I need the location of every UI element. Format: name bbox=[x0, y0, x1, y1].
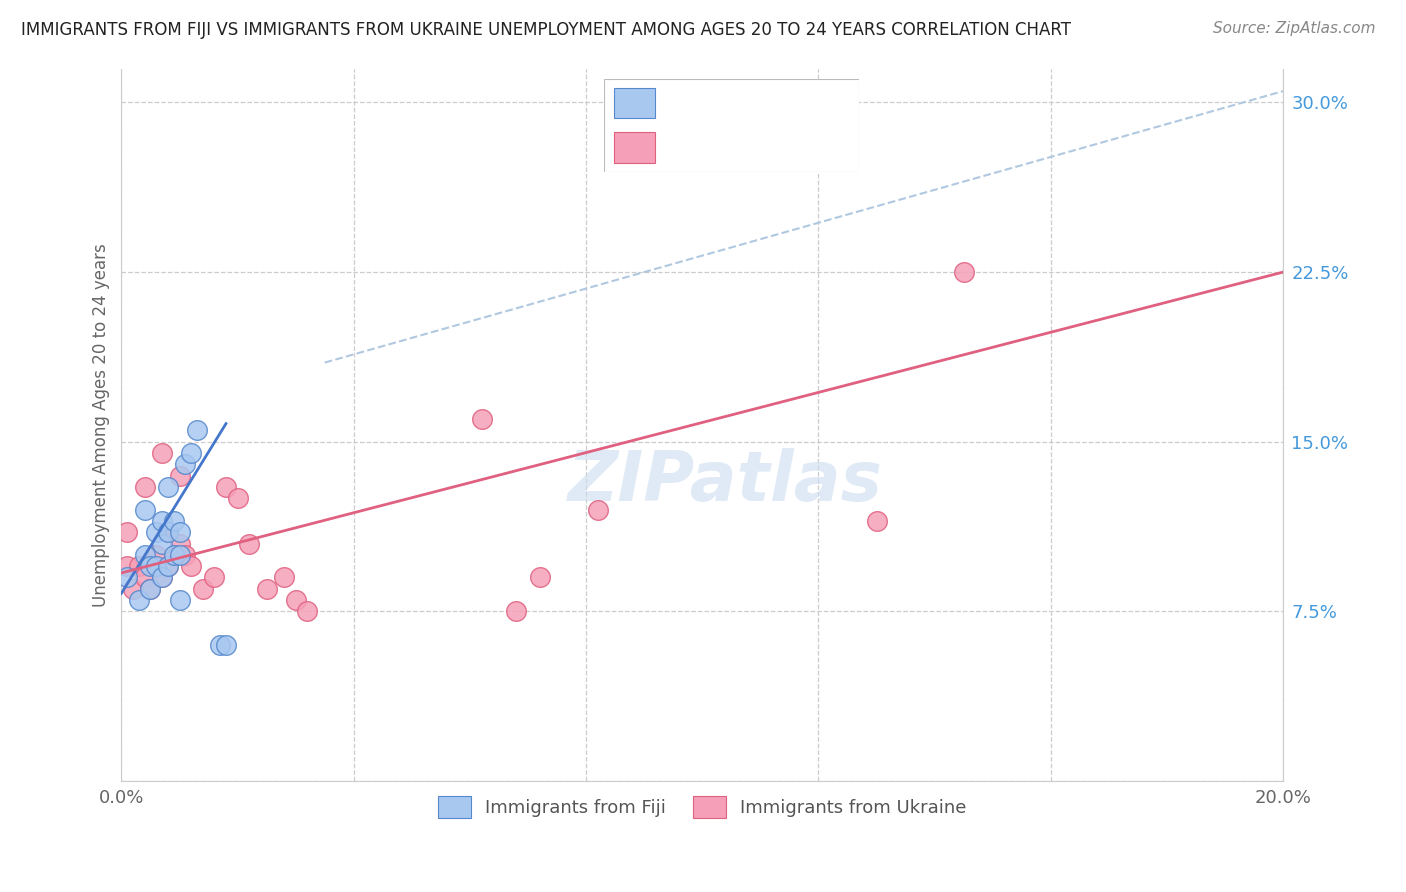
Point bbox=[156, 525, 179, 540]
Point bbox=[163, 514, 186, 528]
Point bbox=[169, 548, 191, 562]
Point bbox=[156, 559, 179, 574]
Point bbox=[952, 265, 974, 279]
Point bbox=[163, 548, 186, 562]
Point bbox=[180, 559, 202, 574]
Point bbox=[156, 525, 179, 540]
Text: IMMIGRANTS FROM FIJI VS IMMIGRANTS FROM UKRAINE UNEMPLOYMENT AMONG AGES 20 TO 24: IMMIGRANTS FROM FIJI VS IMMIGRANTS FROM … bbox=[21, 21, 1071, 38]
Point bbox=[186, 424, 208, 438]
Point bbox=[150, 536, 173, 550]
Point bbox=[284, 593, 307, 607]
Point bbox=[150, 446, 173, 460]
Point bbox=[169, 593, 191, 607]
Point bbox=[117, 570, 139, 584]
Point bbox=[529, 570, 551, 584]
Point bbox=[150, 570, 173, 584]
Point bbox=[169, 468, 191, 483]
Point bbox=[256, 582, 278, 596]
Point bbox=[163, 548, 186, 562]
Point bbox=[156, 480, 179, 494]
Point bbox=[471, 412, 494, 426]
Point bbox=[122, 582, 145, 596]
Text: ZIPatlas: ZIPatlas bbox=[568, 449, 883, 516]
Point bbox=[117, 559, 139, 574]
Legend: Immigrants from Fiji, Immigrants from Ukraine: Immigrants from Fiji, Immigrants from Uk… bbox=[432, 789, 973, 825]
Point bbox=[505, 604, 527, 618]
Point bbox=[128, 559, 150, 574]
Point bbox=[865, 514, 887, 528]
Point bbox=[174, 548, 197, 562]
Point bbox=[150, 514, 173, 528]
Point bbox=[215, 480, 238, 494]
Point bbox=[139, 582, 162, 596]
Point bbox=[150, 570, 173, 584]
Point bbox=[134, 480, 156, 494]
Point bbox=[238, 536, 260, 550]
Point bbox=[180, 446, 202, 460]
Point bbox=[145, 548, 167, 562]
Point bbox=[128, 593, 150, 607]
Point bbox=[145, 559, 167, 574]
Point bbox=[169, 536, 191, 550]
Point bbox=[297, 604, 319, 618]
Text: Source: ZipAtlas.com: Source: ZipAtlas.com bbox=[1212, 21, 1375, 36]
Point bbox=[209, 638, 232, 652]
Y-axis label: Unemployment Among Ages 20 to 24 years: Unemployment Among Ages 20 to 24 years bbox=[93, 243, 110, 607]
Point bbox=[273, 570, 295, 584]
Point bbox=[156, 559, 179, 574]
Point bbox=[139, 582, 162, 596]
Point bbox=[226, 491, 249, 506]
Point bbox=[215, 638, 238, 652]
Point bbox=[134, 548, 156, 562]
Point bbox=[169, 525, 191, 540]
Point bbox=[139, 559, 162, 574]
Point bbox=[174, 458, 197, 472]
Point bbox=[586, 502, 609, 516]
Point bbox=[202, 570, 225, 584]
Point bbox=[117, 525, 139, 540]
Point bbox=[134, 570, 156, 584]
Point bbox=[191, 582, 214, 596]
Point bbox=[134, 502, 156, 516]
Point bbox=[145, 525, 167, 540]
